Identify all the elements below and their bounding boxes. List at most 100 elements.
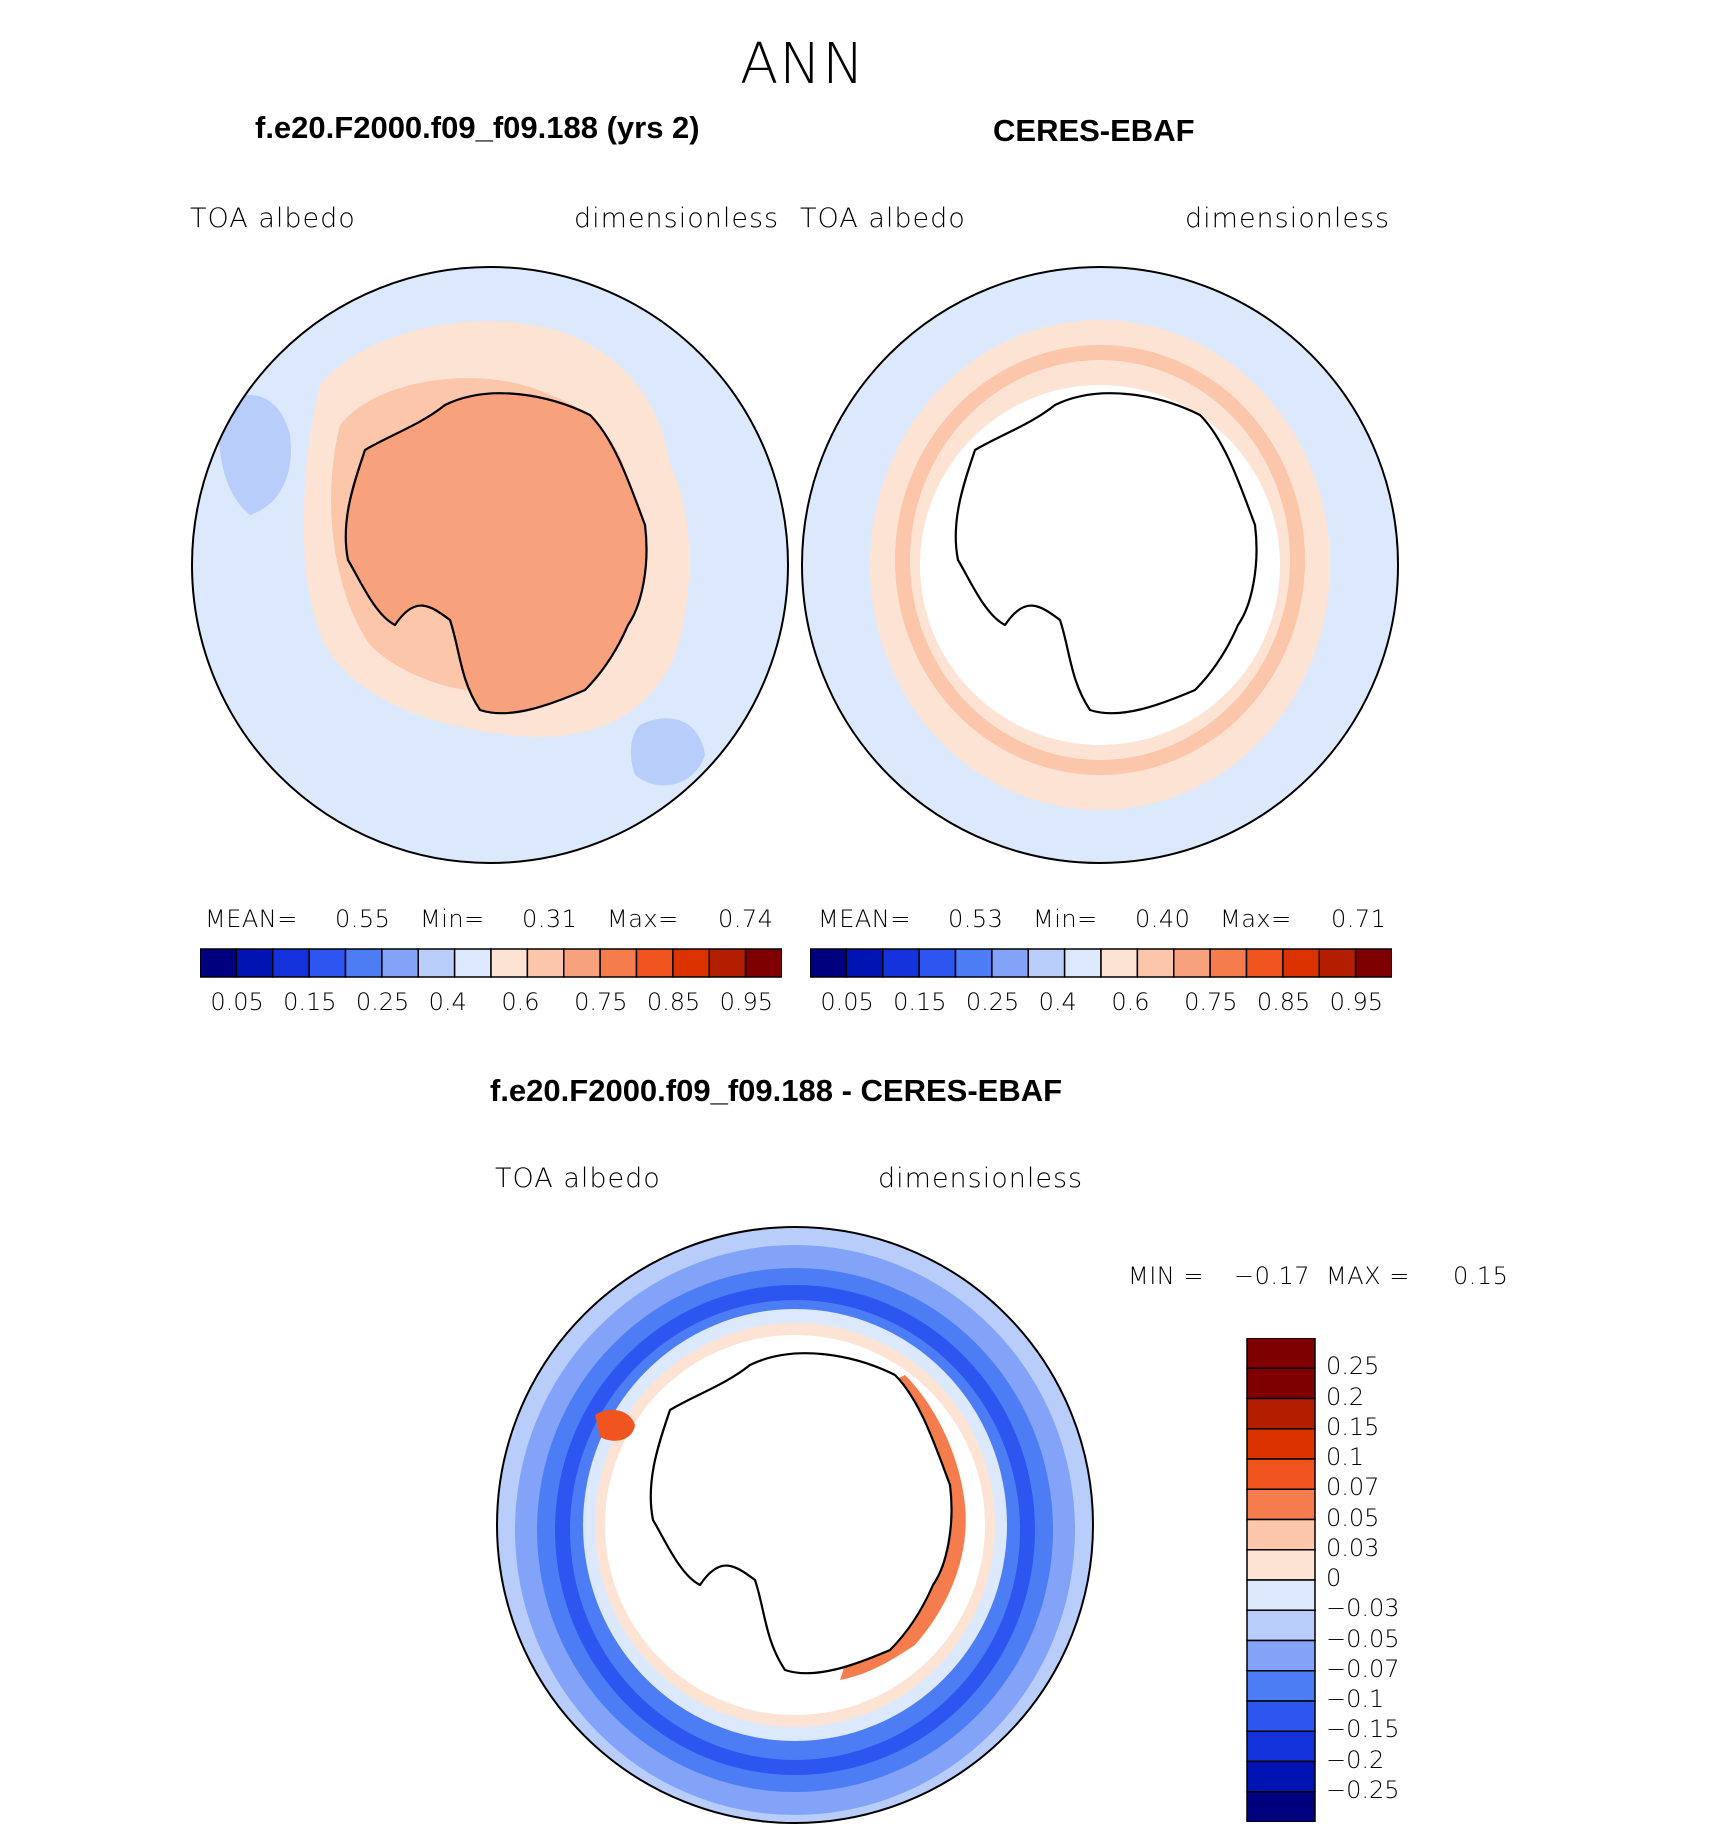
colorbar-swatch	[235, 948, 274, 978]
panel2-mean-label: MEAN=	[818, 905, 911, 933]
colorbar-swatch	[954, 948, 993, 978]
colorbar-swatch	[1246, 1579, 1316, 1611]
colorbar-tick-label: 0.95	[1329, 988, 1384, 1016]
colorbar-tick-label: 0.05	[820, 988, 874, 1016]
colorbar-swatch	[1246, 1488, 1316, 1521]
colorbar-tick-label: 0.05	[1326, 1503, 1380, 1532]
colorbar-tick-label: 0.6	[501, 988, 540, 1016]
colorbar-swatch	[744, 948, 782, 978]
colorbar-swatch	[1246, 1549, 1316, 1581]
colorbar-swatch	[417, 948, 456, 978]
colorbar-swatch	[1246, 1700, 1316, 1732]
colorbar-swatch	[308, 948, 347, 978]
panel2-left-string: TOA albedo	[800, 203, 966, 234]
colorbar-swatch	[1246, 1730, 1316, 1763]
panel2-missing-data	[920, 385, 1280, 745]
colorbar-swatch	[1063, 948, 1102, 978]
panel3-max-value: 0.15	[1453, 1262, 1509, 1290]
colorbar-tick-label: 0.25	[355, 988, 410, 1016]
main-title: ANN	[740, 32, 866, 97]
colorbar-swatch	[344, 948, 383, 978]
colorbar-tick-label: −0.1	[1326, 1685, 1385, 1713]
colorbar-tick-label: 0.1	[1326, 1443, 1365, 1471]
colorbar-tick-label: 0.05	[210, 988, 264, 1016]
colorbar-tick-label: 0.4	[1038, 988, 1077, 1016]
panel3-min-value: −0.17	[1234, 1262, 1311, 1290]
panel3-left-string: TOA albedo	[495, 1163, 661, 1194]
colorbar-swatch	[453, 948, 492, 978]
colorbar-swatch	[1246, 1338, 1316, 1369]
colorbar-swatch	[882, 948, 920, 978]
colorbar-tick-label: 0.15	[1326, 1412, 1380, 1441]
colorbar-tick-label: 0.25	[1326, 1352, 1380, 1381]
panel1-colorbar	[200, 948, 782, 978]
panel2-colorbar	[810, 948, 1392, 978]
panel3-title: f.e20.F2000.f09_f09.188 - CERES-EBAF	[490, 1073, 1063, 1108]
colorbar-tick-label: 0.75	[574, 988, 628, 1016]
panel1-mean-value: 0.55	[335, 905, 391, 933]
colorbar-tick-label: 0.25	[965, 988, 1020, 1016]
colorbar-swatch	[635, 948, 674, 978]
panel2-mean-value: 0.53	[948, 905, 1004, 933]
colorbar-swatch	[1246, 1428, 1316, 1460]
colorbar-swatch	[272, 948, 310, 978]
colorbar-swatch	[1245, 948, 1284, 978]
colorbar-swatch	[1318, 948, 1357, 978]
colorbar-tick-label: −0.15	[1326, 1715, 1400, 1744]
colorbar-swatch	[1246, 1609, 1316, 1642]
panel1-low-patch-southeast	[630, 718, 705, 786]
panel2-coastline	[954, 392, 1258, 715]
panel2-min-label: Min=	[1033, 905, 1098, 933]
colorbar-swatch	[1246, 1791, 1316, 1822]
colorbar-tick-label: 0.07	[1326, 1473, 1380, 1502]
colorbar-swatch	[1246, 1639, 1316, 1672]
colorbar-swatch	[1246, 1397, 1316, 1430]
colorbar-swatch	[1282, 948, 1321, 978]
colorbar-tick-label: 0.2	[1326, 1382, 1365, 1411]
panel2-map-border	[801, 266, 1399, 864]
colorbar-tick-label: −0.03	[1326, 1594, 1400, 1623]
colorbar-tick-label: 0.4	[428, 988, 467, 1016]
colorbar-swatch	[381, 948, 420, 978]
colorbar-swatch	[1173, 948, 1211, 978]
colorbar-tick-label: 0.15	[893, 988, 947, 1016]
colorbar-tick-label: 0.03	[1326, 1533, 1380, 1562]
panel3-colorbar	[1246, 1338, 1316, 1822]
panel3-positive-patch-west	[595, 1409, 635, 1441]
colorbar-swatch	[1246, 1518, 1316, 1551]
colorbar-tick-label: 0.15	[283, 988, 337, 1016]
panel1-continent	[344, 392, 648, 715]
colorbar-swatch	[1246, 1760, 1316, 1793]
panel3-map	[496, 1226, 1094, 1824]
colorbar-swatch	[599, 948, 638, 978]
panel3-min-label: MIN =	[1128, 1262, 1204, 1290]
colorbar-swatch	[490, 948, 529, 978]
colorbar-swatch	[563, 948, 601, 978]
panel1-min-label: Min=	[420, 905, 485, 933]
panel1-low-patch-west	[218, 395, 291, 515]
colorbar-tick-label: −0.2	[1326, 1745, 1385, 1774]
colorbar-swatch	[1246, 1367, 1316, 1400]
panel1-map-border	[191, 266, 789, 864]
colorbar-tick-label: 0.95	[719, 988, 774, 1016]
colorbar-swatch	[1136, 948, 1175, 978]
panel1-max-value: 0.74	[718, 905, 774, 933]
panel2-max-value: 0.71	[1331, 905, 1387, 933]
panel1-left-string: TOA albedo	[190, 203, 356, 234]
colorbar-swatch	[1246, 1458, 1316, 1490]
colorbar-tick-label: 0.6	[1111, 988, 1150, 1016]
colorbar-tick-label: −0.05	[1326, 1624, 1400, 1653]
panel2-max-label: Max=	[1220, 905, 1292, 933]
colorbar-tick-label: −0.07	[1326, 1654, 1400, 1683]
panel1-max-label: Max=	[607, 905, 679, 933]
panel1-map	[191, 266, 789, 864]
colorbar-swatch	[200, 948, 238, 978]
colorbar-tick-label: 0.85	[1256, 988, 1311, 1016]
colorbar-swatch	[845, 948, 884, 978]
colorbar-swatch	[1354, 948, 1392, 978]
panel1-min-value: 0.31	[522, 905, 578, 933]
colorbar-tick-label: 0.75	[1184, 988, 1238, 1016]
colorbar-swatch	[526, 948, 565, 978]
colorbar-tick-label: −0.25	[1326, 1775, 1400, 1804]
panel3-right-string: dimensionless	[878, 1163, 1084, 1194]
